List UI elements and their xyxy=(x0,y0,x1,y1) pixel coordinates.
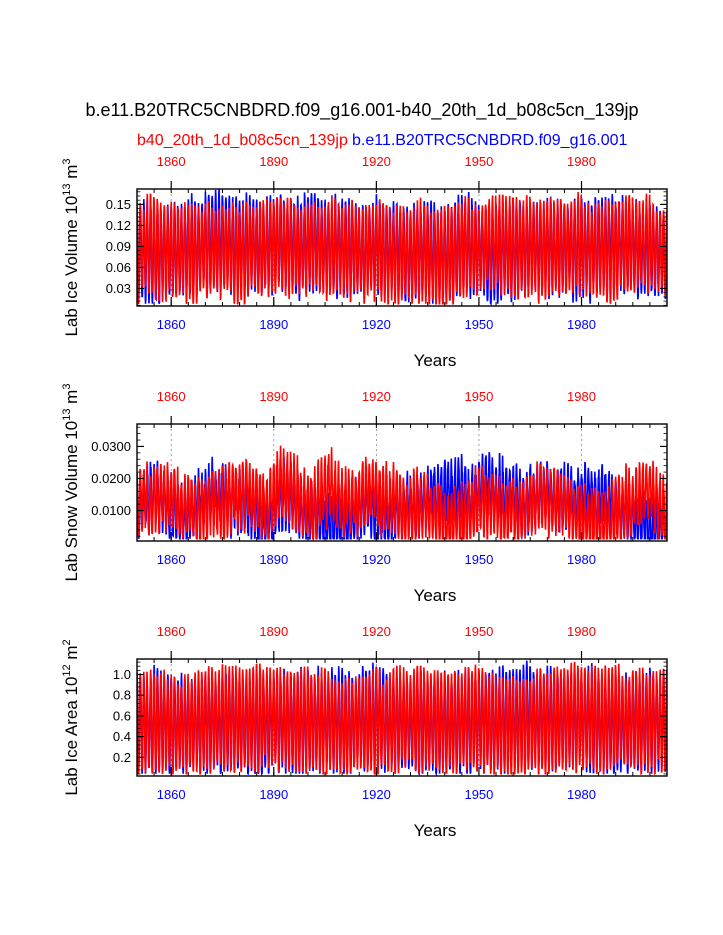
legend-label-blue: b.e11.B20TRC5CNBDRD.f09_g16.001 xyxy=(352,132,628,149)
y-tick-label: 0.6 xyxy=(113,708,131,723)
y-tick-label: 0.0100 xyxy=(91,503,131,518)
y-axis-label-unit: m xyxy=(62,390,81,409)
series-line-red xyxy=(137,445,667,541)
y-axis-label-exponent: 12 xyxy=(61,664,73,676)
x-tick-label-top: 1890 xyxy=(259,389,288,404)
y-tick-label: 0.0200 xyxy=(91,471,131,486)
x-tick-label-bottom: 1890 xyxy=(259,317,288,332)
y-tick-label: 0.03 xyxy=(106,281,131,296)
y-axis-label-unit-exponent: 3 xyxy=(61,384,73,390)
x-tick-label-bottom: 1890 xyxy=(259,552,288,567)
y-tick-label: 0.8 xyxy=(113,688,131,703)
x-tick-label-top: 1950 xyxy=(464,624,493,639)
series-line-red xyxy=(137,191,667,305)
x-axis-label: Years xyxy=(414,586,457,605)
y-tick-label: 0.4 xyxy=(113,729,131,744)
y-axis-label-text: Lab Ice Area 10 xyxy=(62,677,81,796)
x-tick-label-top: 1860 xyxy=(157,154,186,169)
panel-2: 1860 1860 1890 1890 1920 1920 1950 1950 1980 1980… xyxy=(61,384,668,605)
y-tick-label: 0.09 xyxy=(106,239,131,254)
x-tick-label-top: 1980 xyxy=(567,154,596,169)
x-tick-label-bottom: 1920 xyxy=(362,552,391,567)
x-tick-label-top: 1920 xyxy=(362,154,391,169)
plot-frame xyxy=(136,658,668,777)
x-tick-label-bottom: 1950 xyxy=(464,552,493,567)
y-axis-label: Lab Ice Volume 1013 m3 xyxy=(61,158,81,336)
x-tick-label-top: 1950 xyxy=(464,154,493,169)
x-tick-label-top: 1920 xyxy=(362,624,391,639)
y-axis-label-text: Lab Ice Volume 10 xyxy=(62,196,81,337)
x-tick-label-top: 1890 xyxy=(259,154,288,169)
y-axis-label-unit-exponent: 3 xyxy=(61,158,73,164)
panels-group: 1860 1860 1890 1890 1920 1920 1950 1950 1980 1980… xyxy=(61,154,668,840)
x-tick-label-bottom: 1950 xyxy=(464,317,493,332)
x-tick-label-top: 1890 xyxy=(259,624,288,639)
x-tick-label-bottom: 1860 xyxy=(157,317,186,332)
x-tick-label-bottom: 1890 xyxy=(259,787,288,802)
y-axis-label-exponent: 13 xyxy=(61,183,73,195)
x-tick-label-top: 1980 xyxy=(567,389,596,404)
x-tick-label-bottom: 1980 xyxy=(567,787,596,802)
x-axis-label: Years xyxy=(414,351,457,370)
x-tick-label-bottom: 1920 xyxy=(362,787,391,802)
y-axis-label: Lab Snow Volume 1013 m3 xyxy=(61,384,81,582)
y-axis-label-unit: m xyxy=(62,645,81,664)
y-axis-label-unit: m xyxy=(62,165,81,184)
y-axis-label-text: Lab Snow Volume 10 xyxy=(62,421,81,582)
y-tick-label: 0.15 xyxy=(106,197,131,212)
x-tick-label-bottom: 1920 xyxy=(362,317,391,332)
x-tick-label-top: 1860 xyxy=(157,624,186,639)
y-tick-label: 0.0300 xyxy=(91,439,131,454)
y-tick-label: 0.12 xyxy=(106,218,131,233)
figure-title: b.e11.B20TRC5CNBDRD.f09_g16.001-b40_20th… xyxy=(85,100,638,121)
y-tick-label: 1.0 xyxy=(113,667,131,682)
x-tick-label-bottom: 1980 xyxy=(567,317,596,332)
x-axis-label: Years xyxy=(414,821,457,840)
x-tick-label-top: 1950 xyxy=(464,389,493,404)
plot-frame xyxy=(136,188,668,307)
x-tick-label-top: 1920 xyxy=(362,389,391,404)
y-axis-label-unit-exponent: 2 xyxy=(61,639,73,645)
x-tick-label-bottom: 1980 xyxy=(567,552,596,567)
panel-1: 1860 1860 1890 1890 1920 1920 1950 1950 1980 1980… xyxy=(61,154,668,370)
y-tick-label: 0.06 xyxy=(106,260,131,275)
x-tick-label-top: 1980 xyxy=(567,624,596,639)
y-axis-label-exponent: 13 xyxy=(61,409,73,421)
panel-3: 1860 1860 1890 1890 1920 1920 1950 1950 1980 1980… xyxy=(61,624,668,840)
legend-label-red: b40_20th_1d_b08c5cn_139jp xyxy=(137,132,348,149)
y-axis-label: Lab Ice Area 1012 m2 xyxy=(61,639,81,795)
x-tick-label-bottom: 1950 xyxy=(464,787,493,802)
x-tick-label-bottom: 1860 xyxy=(157,787,186,802)
x-tick-label-bottom: 1860 xyxy=(157,552,186,567)
x-tick-label-top: 1860 xyxy=(157,389,186,404)
y-tick-label: 0.2 xyxy=(113,750,131,765)
plot-frame xyxy=(136,423,668,542)
series-line-red xyxy=(137,661,667,776)
